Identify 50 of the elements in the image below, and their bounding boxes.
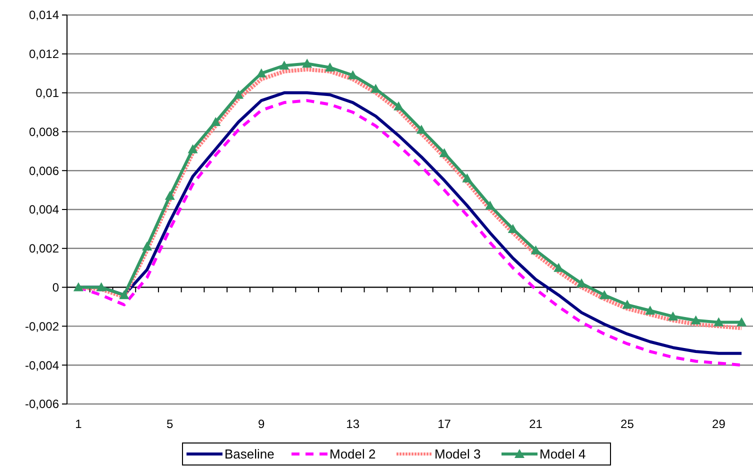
legend-label: Model 4 <box>540 446 586 462</box>
x-tick-label: 1 <box>75 417 82 431</box>
point <box>508 224 518 233</box>
point <box>668 311 678 320</box>
y-tick-label: 0,014 <box>28 8 60 22</box>
y-tick-label: 0,002 <box>28 242 60 256</box>
y-tick-label: -0,002 <box>24 319 60 334</box>
point <box>394 101 404 110</box>
point <box>234 90 244 99</box>
x-tick-label: 9 <box>258 417 266 431</box>
x-tick-label: 5 <box>166 417 174 431</box>
y-tick-label: 0,01 <box>36 86 60 100</box>
x-tick-label: 13 <box>346 417 360 431</box>
point <box>142 241 152 250</box>
point <box>188 144 198 154</box>
y-tick-label: -0,006 <box>24 397 60 412</box>
y-tick-label: 0 <box>52 280 60 294</box>
point <box>348 70 358 80</box>
point <box>73 282 84 292</box>
point <box>599 290 610 300</box>
point <box>485 200 496 210</box>
y-tick-label: -0,004 <box>24 358 60 372</box>
point <box>714 317 724 326</box>
point <box>302 58 312 68</box>
x-tick-label: 25 <box>620 417 634 431</box>
point <box>736 317 747 326</box>
legend-label: Model 3 <box>434 446 481 462</box>
point <box>96 282 106 292</box>
point <box>119 290 130 300</box>
y-tick-label: 0,006 <box>28 164 60 178</box>
x-tick-label: 17 <box>438 417 452 431</box>
legend-label: Model 2 <box>330 446 376 462</box>
legend-label: Baseline <box>224 446 274 462</box>
point <box>645 306 656 315</box>
point <box>462 173 472 182</box>
point <box>576 278 586 288</box>
point <box>279 60 290 70</box>
point <box>622 300 632 309</box>
point <box>210 116 221 126</box>
y-tick-label: 0,008 <box>28 124 60 139</box>
y-tick-label: 0,004 <box>28 202 60 217</box>
point <box>416 124 426 134</box>
y-tick-label: 0,012 <box>28 47 60 62</box>
x-tick-label: 21 <box>529 417 543 431</box>
point <box>164 190 175 200</box>
point <box>256 68 266 78</box>
x-tick-label: 29 <box>712 417 726 431</box>
point <box>690 315 701 324</box>
point <box>439 148 450 158</box>
point <box>324 62 335 72</box>
